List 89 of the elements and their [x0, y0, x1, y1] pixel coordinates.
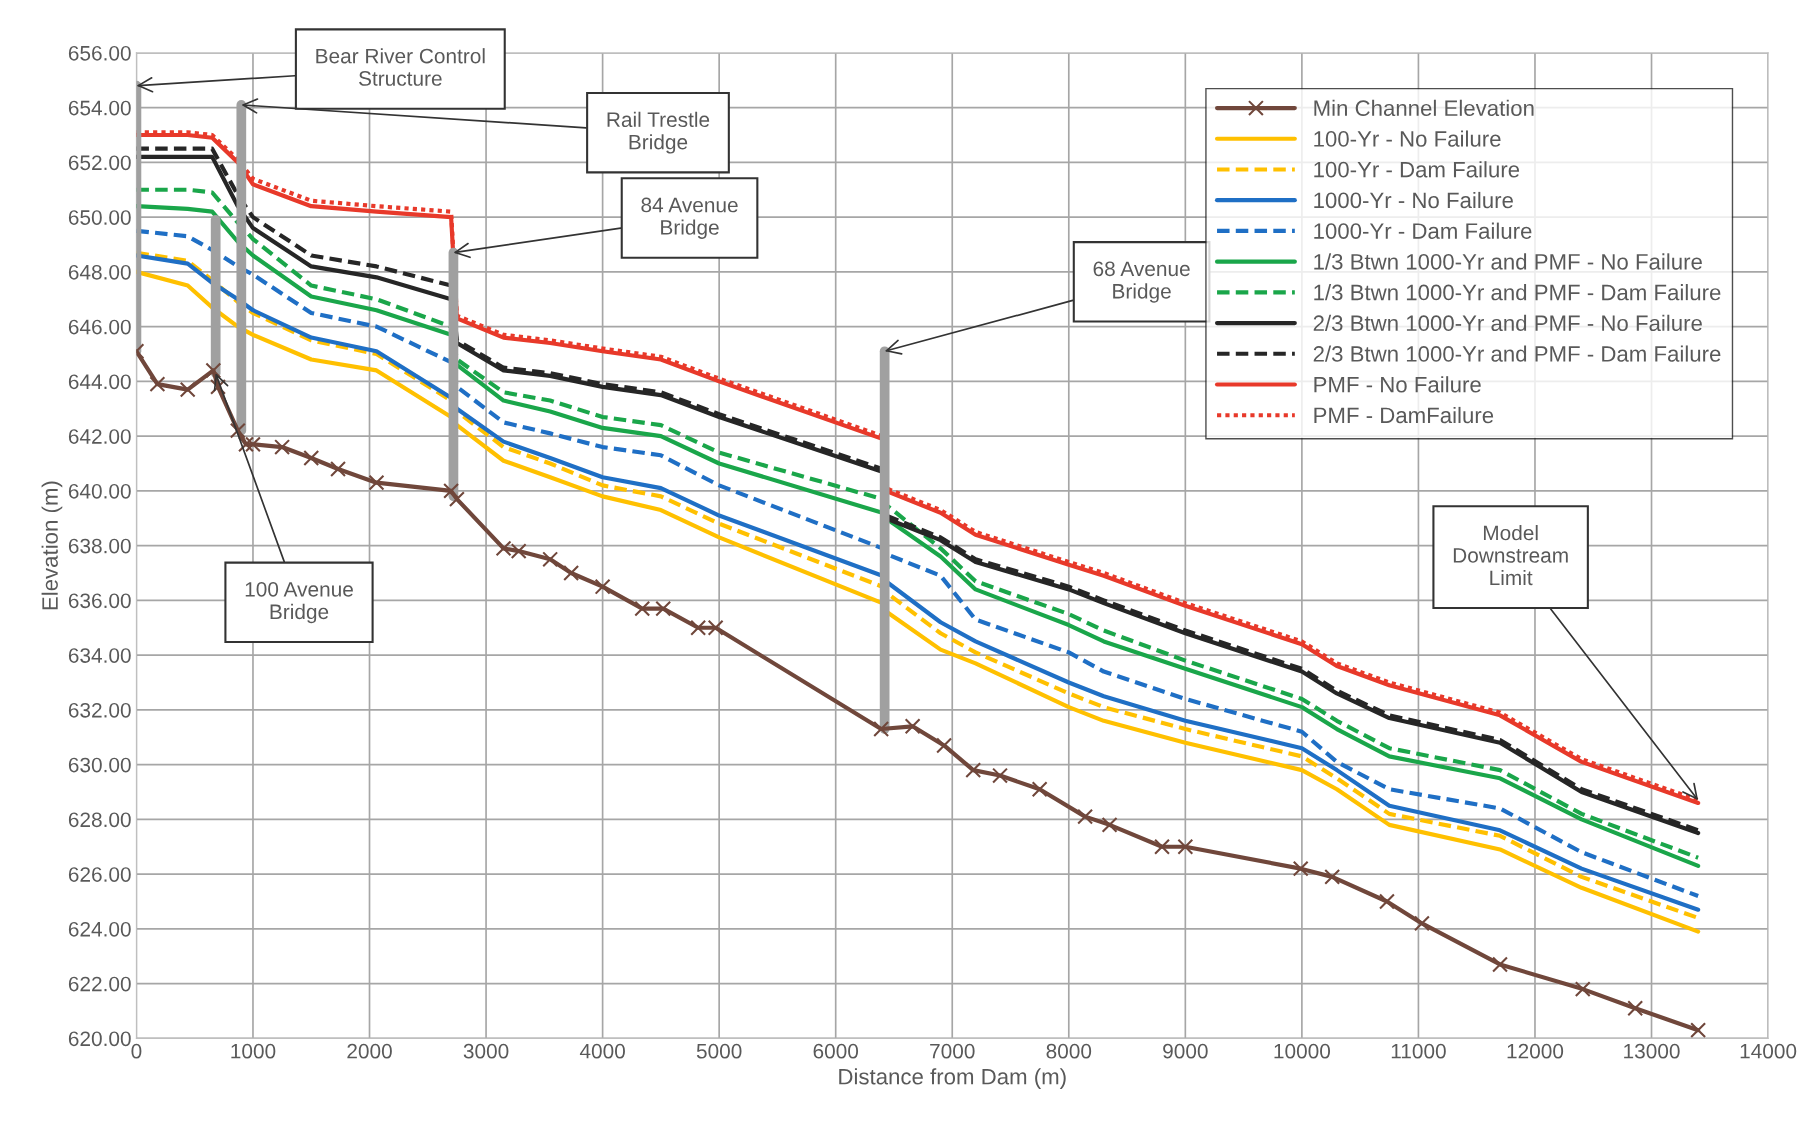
annotation: 84 Avenue Bridge: [641, 197, 738, 239]
point: [634, 600, 651, 617]
x-tick-label: 5000: [696, 1043, 742, 1059]
y-tick-label: 646.00: [68, 319, 131, 335]
x-tick-label: 2000: [347, 1043, 392, 1059]
point: [1690, 1022, 1707, 1039]
legend-label: 1/3 Btwn 1000-Yr and PMF - No Failure: [1314, 253, 1702, 270]
x-tick-label: 8000: [1046, 1043, 1092, 1059]
point: [244, 436, 261, 453]
point: [237, 436, 254, 453]
legend-label: 1000-Yr - Dam Failure: [1314, 222, 1532, 239]
annotation: 68 Avenue Bridge: [1093, 261, 1190, 303]
x-tick-label: 11000: [1391, 1043, 1446, 1059]
y-tick-label: 644.00: [68, 374, 131, 390]
legend-label: 1/3 Btwn 1000-Yr and PMF - Dam Failure: [1314, 284, 1721, 301]
point: [1492, 956, 1508, 973]
point: [1077, 808, 1094, 825]
annotation: Bear River Control Structure: [316, 48, 485, 86]
point: [655, 600, 672, 617]
x-tick-label: 0: [131, 1043, 142, 1059]
point: [563, 565, 580, 581]
x-tick-label: 6000: [813, 1043, 859, 1059]
x-tick-label: 14000: [1740, 1043, 1797, 1059]
point: [1378, 893, 1395, 910]
y-tick-label: 630.00: [68, 757, 131, 773]
annotation: Model Downstream Limit: [1453, 525, 1568, 586]
y-tick-label: 624.00: [68, 921, 131, 937]
y-tick-label: 628.00: [68, 812, 131, 828]
y-tick-label: 656.00: [68, 45, 131, 61]
point: [229, 422, 246, 439]
x-tick-label: 4000: [579, 1043, 625, 1059]
point: [368, 474, 385, 491]
point: [1324, 868, 1341, 885]
y-tick-label: 632.00: [68, 702, 131, 718]
y-tick-label: 620.00: [68, 1031, 131, 1047]
point: [448, 491, 465, 508]
point: [149, 376, 166, 393]
y-tick-label: 638.00: [68, 538, 131, 554]
x-tick-label: 1000: [231, 1043, 276, 1059]
point: [303, 450, 320, 467]
point: [594, 578, 611, 595]
annotation: Rail Trestle Bridge: [607, 111, 710, 154]
point: [1031, 781, 1048, 798]
x-tick-label: 7000: [930, 1043, 975, 1059]
y-tick-label: 642.00: [68, 429, 131, 444]
y-tick-label: 636.00: [68, 593, 131, 609]
legend-label: Min Channel Elevation: [1314, 99, 1534, 117]
point: [443, 482, 460, 499]
point: [542, 551, 559, 568]
point: [965, 762, 982, 779]
point: [1627, 1000, 1644, 1017]
point: [904, 718, 921, 735]
legend-label: 2/3 Btwn 1000-Yr and PMF - No Failure: [1313, 314, 1702, 332]
x-tick-label: 9000: [1163, 1043, 1208, 1059]
x-tick-label: 12000: [1507, 1043, 1564, 1059]
point: [274, 439, 291, 456]
point: [330, 460, 347, 477]
point: [1101, 816, 1118, 833]
point: [205, 362, 222, 379]
y-axis-title: Elevation (m): [41, 481, 63, 610]
point: [1154, 838, 1171, 855]
legend-label: PMF - No Failure: [1314, 376, 1481, 393]
point: [992, 767, 1009, 784]
y-tick-label: 648.00: [68, 264, 131, 280]
y-tick-label: 622.00: [68, 976, 131, 992]
annotation: 100 Avenue Bridge: [245, 581, 353, 624]
point: [1292, 860, 1309, 877]
y-tick-label: 650.00: [68, 210, 131, 225]
point: [179, 381, 196, 398]
y-tick-label: 654.00: [68, 100, 131, 116]
point: [210, 378, 226, 395]
point: [1574, 981, 1591, 998]
y-tick-label: 634.00: [68, 648, 131, 663]
x-axis-title: Distance from Dam (m): [839, 1068, 1066, 1089]
legend-label: 100-Yr - No Failure: [1314, 130, 1501, 147]
x-tick-label: 10000: [1274, 1043, 1331, 1059]
y-tick-label: 652.00: [68, 155, 131, 171]
y-tick-label: 640.00: [68, 483, 131, 499]
legend-label: 2/3 Btwn 1000-Yr and PMF - Dam Failure: [1313, 345, 1721, 362]
y-tick-label: 626.00: [68, 867, 131, 882]
legend-label: PMF - DamFailure: [1314, 406, 1494, 424]
point: [1177, 838, 1194, 855]
point: [873, 721, 890, 738]
x-tick-label: 13000: [1624, 1043, 1680, 1059]
point: [1413, 915, 1430, 932]
x-tick-label: 3000: [463, 1043, 509, 1059]
point: [936, 737, 953, 754]
legend-label: 100-Yr - Dam Failure: [1314, 161, 1520, 178]
legend-label: 1000-Yr - No Failure: [1314, 191, 1513, 209]
